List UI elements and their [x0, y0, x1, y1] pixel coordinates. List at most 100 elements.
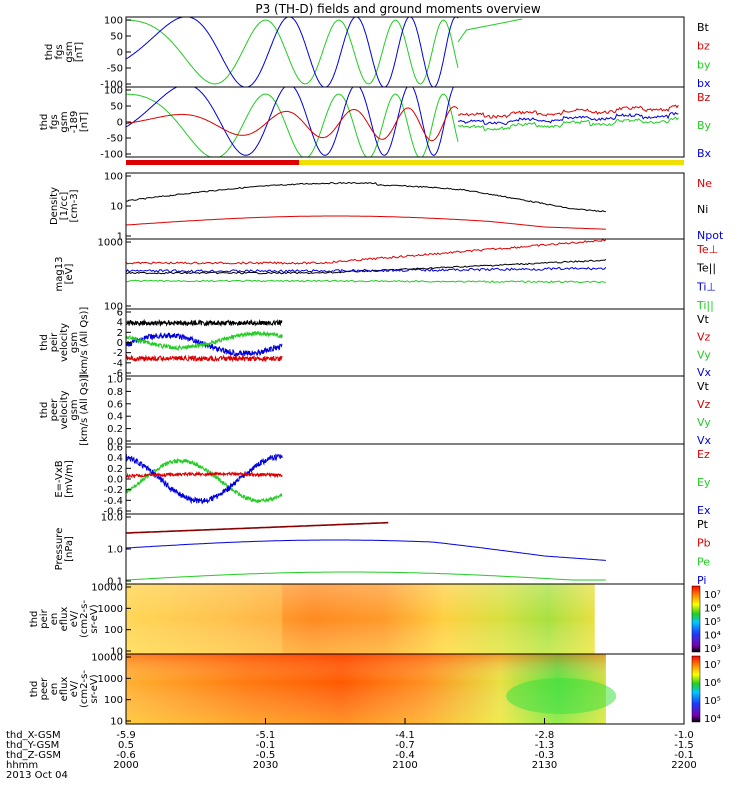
- y-axis-label-line: [mV/m]: [64, 460, 75, 498]
- legend-entry: Ez: [697, 448, 710, 461]
- series-Ti-par-line: [125, 279, 606, 284]
- ispec-early-band: [126, 584, 283, 654]
- legend-entry: Ex: [697, 504, 711, 517]
- legend-entry: Vy: [697, 348, 711, 361]
- y-tick-label: 100: [104, 86, 123, 97]
- y-tick-label: 50: [110, 102, 123, 113]
- footer-value: -4.1: [395, 730, 415, 741]
- y-tick-label: 100: [104, 16, 123, 27]
- y-axis-label-line: peer: [49, 398, 60, 422]
- series-Pi-line: [125, 539, 606, 561]
- series-Ex-line: [125, 453, 283, 505]
- legend-entry: Vy: [697, 416, 711, 429]
- y-axis-label: thd peer velocity gsm [km/s (All Qs)]: [39, 374, 90, 446]
- footer-row-label: thd_X-GSM: [6, 730, 61, 741]
- y-axis-label: thd peir en eflux eV/(cm2-s-sr-eV): [29, 600, 100, 638]
- y-axis-label-line: E=-VxB: [54, 460, 65, 497]
- footer-value: 2130: [532, 760, 557, 771]
- y-axis-label-line: thd: [39, 114, 50, 131]
- y-axis-label-line: gsm: [69, 399, 80, 420]
- series-Ne-line: [125, 215, 606, 230]
- y-axis-label-line: peir: [49, 332, 60, 352]
- y-axis-label-line: gsm: [64, 41, 75, 62]
- colorbar-label: 10⁷: [704, 590, 721, 601]
- y-axis-label-line: gsm: [69, 332, 80, 353]
- y-tick-label: 0.4: [107, 453, 123, 464]
- series-by-line: [126, 19, 459, 85]
- y-axis-label-line: [nPa]: [64, 536, 75, 562]
- y-axis-label: Pressure [nPa]: [54, 528, 75, 571]
- y-tick-label: 10000: [91, 583, 123, 594]
- y-tick-label: 4: [117, 318, 123, 329]
- y-axis-label-line: velocity: [59, 323, 70, 362]
- footer-value: -5.1: [256, 730, 276, 741]
- legend-entry: Npot: [697, 229, 724, 242]
- y-axis-label: E=-VxB [mV/m]: [54, 460, 75, 498]
- y-tick-label: -4: [113, 358, 123, 369]
- y-tick-label: -2: [113, 348, 123, 359]
- y-axis-label: Density [1/cc] [cm-3]: [49, 187, 80, 225]
- y-axis-label-line: en: [49, 683, 60, 696]
- y-axis-label-line: (cm2-s-: [79, 600, 90, 638]
- y-tick-label: 100: [104, 625, 123, 636]
- panel-fgs: 100 50 0 -50 -100 thd fgs gsm [nT] Bt bz by bx: [44, 16, 711, 91]
- series-by: [126, 18, 523, 85]
- legend-entry: Vt: [697, 313, 710, 326]
- y-tick-label: -50: [107, 134, 123, 145]
- legend-entry: Bx: [697, 147, 712, 160]
- y-axis-label-line: eV/: [69, 680, 80, 697]
- series-Pt-line: [125, 521, 389, 534]
- y-axis-label-line: eflux: [59, 607, 70, 632]
- colorbar: [691, 655, 701, 723]
- y-axis-label-line: [km/s (All Qs)]: [79, 374, 90, 446]
- footer-value: -0.3: [535, 750, 555, 761]
- series-Bx-line: [126, 87, 455, 156]
- y-axis-label-line: gsm: [59, 111, 70, 132]
- y-axis-label-line: thd: [29, 611, 40, 628]
- legend-entry: Ti⊥: [696, 280, 716, 293]
- y-axis-label-line: sr-eV): [89, 674, 100, 703]
- y-axis-label-line: [eV]: [64, 264, 75, 285]
- y-axis-label-line: -189: [69, 111, 80, 134]
- y-axis-label-line: eflux: [59, 677, 70, 702]
- legend-entry: Pt: [697, 518, 709, 531]
- footer-value: -0.7: [395, 740, 415, 751]
- y-tick-label: -100: [100, 150, 123, 161]
- series-Ni-line: [125, 181, 606, 213]
- y-tick-label: 50: [110, 32, 123, 43]
- series-Ti-perp-line: [125, 266, 607, 273]
- y-tick-label: 100: [104, 695, 123, 706]
- y-axis-label-line: thd: [39, 402, 50, 419]
- series-Te-par-line: [125, 259, 607, 275]
- y-axis-label-line: [km/s (All Qs)]: [79, 307, 90, 379]
- y-tick-label: 100: [104, 302, 123, 313]
- mode-bar-fast: [298, 160, 684, 165]
- panel-density: 100 10 1 Density [1/cc] [cm-3] Ne Ni Npot: [49, 160, 724, 243]
- y-tick-label: 100: [104, 172, 123, 183]
- legend-entry: Pi: [697, 574, 706, 587]
- y-tick-label: 0.2: [107, 424, 123, 435]
- colorbar-label: 10⁵: [704, 696, 721, 707]
- y-axis-label: thd peer en eflux eV/(cm2-s-sr-eV): [29, 670, 100, 708]
- footer-value: -0.1: [674, 750, 694, 761]
- series-Vy-line: [125, 329, 283, 352]
- footer-value: -1.0: [674, 730, 694, 741]
- y-tick-label: 0.6: [107, 399, 123, 410]
- legend-entry: Vx: [697, 366, 712, 379]
- fgs2-lines: [126, 87, 679, 157]
- colorbar: [691, 585, 701, 653]
- footer-date: 2013 Oct 04: [6, 770, 68, 781]
- series-by-tail: [457, 18, 523, 43]
- y-tick-label: 0.4: [107, 412, 123, 423]
- y-axis-label-line: eV/: [69, 610, 80, 627]
- panel-fgs2: 100 50 0 -50 -100 thd fgs gsm -189 [nT] Bz By Bx: [39, 86, 712, 161]
- y-tick-label: -100: [100, 80, 123, 91]
- panel-frame: [125, 375, 685, 445]
- y-axis-label-line: fgs: [49, 114, 60, 129]
- series-Vt-line: [125, 318, 283, 327]
- y-axis-label-line: [nT]: [79, 112, 90, 132]
- y-axis-label-line: en: [49, 613, 60, 626]
